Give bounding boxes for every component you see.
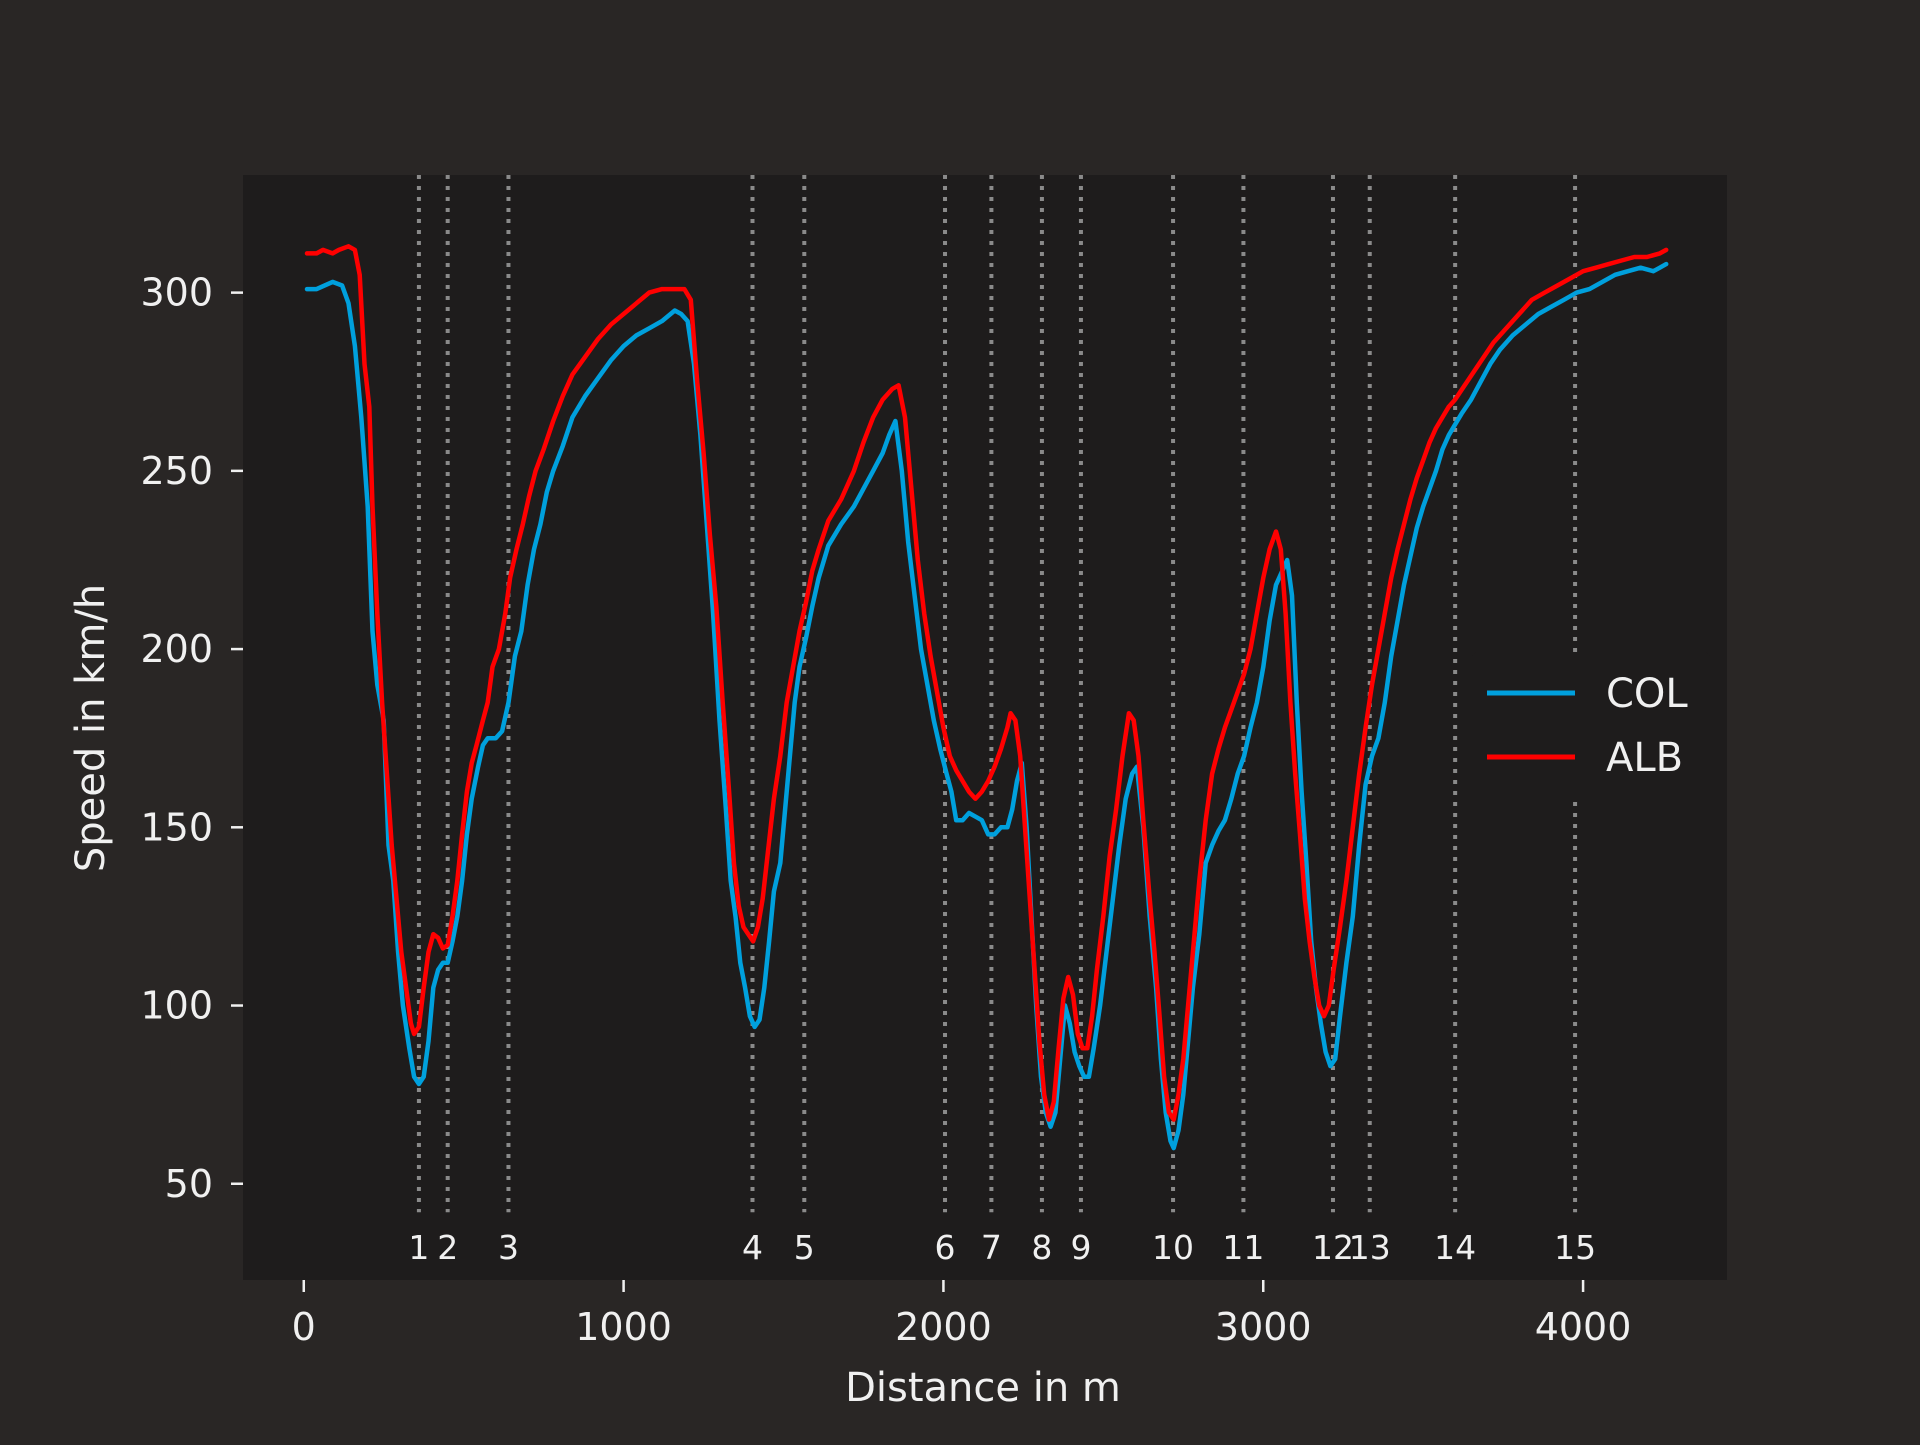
corner-label-4: 4 [742,1228,763,1267]
series-line-alb [304,244,1669,1122]
corner-label-15: 15 [1554,1228,1596,1267]
y-tick-label: 300 [140,271,213,315]
legend-label-col: COL [1606,671,1688,717]
x-axis-label: Distance in m [845,1365,1121,1411]
legend: COL ALB [1472,652,1710,797]
corner-label-6: 6 [935,1228,956,1267]
corner-label-2: 2 [437,1228,458,1267]
corner-label-13: 13 [1349,1228,1391,1267]
x-tick-label: 1000 [575,1305,672,1349]
y-axis: 50 100 150 200 250 300 [140,271,243,1206]
y-tick-label: 150 [140,805,213,849]
x-axis: 0 1000 2000 3000 4000 [292,1280,1632,1349]
legend-box [1472,652,1710,797]
corner-label-10: 10 [1152,1228,1194,1267]
y-axis-label: Speed in km/h [68,584,114,872]
series-line-col [304,261,1669,1151]
corner-label-9: 9 [1070,1228,1091,1267]
x-tick-label: 4000 [1535,1305,1632,1349]
corner-label-14: 14 [1434,1228,1476,1267]
corner-label-3: 3 [498,1228,519,1267]
legend-label-alb: ALB [1606,735,1683,781]
corner-label-11: 11 [1222,1228,1264,1267]
y-tick-label: 50 [165,1162,213,1206]
series-lines [304,244,1669,1151]
x-tick-label: 3000 [1215,1305,1312,1349]
corner-label-5: 5 [794,1228,815,1267]
y-tick-label: 200 [140,627,213,671]
y-tick-label: 100 [140,984,213,1028]
x-tick-label: 0 [292,1305,316,1349]
corner-label-8: 8 [1031,1228,1052,1267]
corner-label-7: 7 [981,1228,1002,1267]
corner-label-12: 12 [1312,1228,1354,1267]
y-tick-label: 250 [140,449,213,493]
x-tick-label: 2000 [895,1305,992,1349]
corner-label-1: 1 [408,1228,429,1267]
